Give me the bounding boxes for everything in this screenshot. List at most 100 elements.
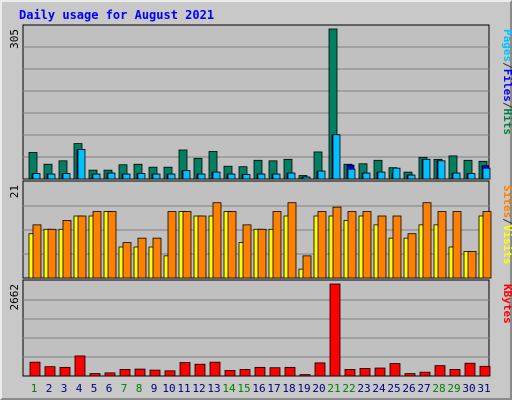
- x-tick-label: 6: [106, 382, 113, 395]
- x-tick-label: 25: [387, 382, 400, 395]
- bar-sites: [92, 211, 102, 279]
- bar-kbytes: [479, 365, 491, 377]
- x-tick-label: 28: [432, 382, 445, 395]
- legend-item: Visits: [501, 225, 512, 265]
- bar-pages: [92, 173, 101, 180]
- bar-sites: [407, 233, 417, 279]
- x-tick-label: 14: [222, 382, 236, 395]
- bar-sites: [452, 211, 462, 279]
- legend-item: Sites: [501, 185, 512, 218]
- legend-item: Files: [501, 69, 512, 102]
- bar-sites: [137, 237, 147, 279]
- chart-title: Daily usage for August 2021: [19, 8, 214, 22]
- bar-pages: [302, 176, 311, 180]
- bar-kbytes: [164, 370, 176, 377]
- legend: KBytes: [501, 284, 512, 324]
- x-tick-label: 30: [462, 382, 475, 395]
- bar-kbytes: [134, 368, 146, 377]
- bar-kbytes: [89, 373, 101, 377]
- x-tick-label: 26: [402, 382, 415, 395]
- y-max-label: 21: [8, 185, 21, 198]
- bar-kbytes: [344, 369, 356, 377]
- bar-sites: [317, 211, 327, 279]
- bar-kbytes: [104, 372, 116, 377]
- x-tick-label: 22: [342, 382, 355, 395]
- bar-sites: [197, 215, 207, 279]
- x-tick-label: 18: [282, 382, 295, 395]
- plot-area: [22, 24, 490, 180]
- x-tick-label: 11: [177, 382, 190, 395]
- x-tick-label: 23: [357, 382, 370, 395]
- bar-kbytes: [329, 283, 341, 377]
- bar-sites: [242, 224, 252, 279]
- legend-item: /: [501, 218, 512, 225]
- bar-kbytes: [299, 374, 311, 377]
- x-tick-label: 10: [162, 382, 175, 395]
- bar-pages: [62, 173, 71, 180]
- bar-sites: [182, 211, 192, 279]
- x-tick-label: 17: [267, 382, 280, 395]
- bar-kbytes: [119, 369, 131, 377]
- bar-pages: [467, 173, 476, 180]
- bar-kbytes: [374, 367, 386, 377]
- bar-pages: [257, 173, 266, 180]
- bar-pages: [107, 172, 116, 180]
- bar-sites: [77, 215, 87, 279]
- bar-sites: [257, 228, 267, 279]
- panel-visits-sites: 21 Sites/Visits: [8, 180, 512, 279]
- bar-pages: [137, 173, 146, 180]
- bar-pages: [482, 167, 491, 180]
- bar-sites: [152, 237, 162, 279]
- x-tick-label: 16: [252, 382, 265, 395]
- bar-pages: [167, 173, 176, 180]
- bar-kbytes: [254, 366, 266, 377]
- bar-pages: [407, 174, 416, 180]
- bar-kbytes: [149, 369, 161, 377]
- legend: Pages/Files/Hits: [501, 29, 512, 135]
- bar-kbytes: [59, 366, 71, 377]
- x-tick-label: 3: [61, 382, 68, 395]
- bar-sites: [362, 211, 372, 279]
- panel-kbytes: 2662 KBytes: [8, 279, 512, 377]
- x-tick-label: 2: [46, 382, 53, 395]
- bar-sites: [47, 228, 57, 279]
- x-tick-label: 27: [417, 382, 430, 395]
- bar-pages: [392, 167, 401, 180]
- bar-sites: [227, 211, 237, 279]
- bar-pages: [422, 158, 431, 180]
- bar-kbytes: [194, 363, 206, 377]
- bar-kbytes: [44, 366, 56, 377]
- x-tick-label: 15: [237, 382, 250, 395]
- x-tick-label: 20: [312, 382, 325, 395]
- y-max-label: 2662: [8, 284, 21, 311]
- bar-pages: [122, 173, 131, 180]
- bar-pages: [437, 160, 446, 180]
- x-tick-label: 24: [372, 382, 386, 395]
- bar-kbytes: [179, 362, 191, 377]
- legend: Sites/Visits: [501, 185, 512, 265]
- bar-kbytes: [419, 371, 431, 377]
- plot-area: [22, 279, 490, 377]
- bar-pages: [362, 172, 371, 180]
- bar-sites: [482, 211, 492, 279]
- x-tick-label: 12: [192, 382, 205, 395]
- bar-sites: [302, 255, 312, 279]
- bar-sites: [332, 206, 342, 279]
- x-tick-label: 19: [297, 382, 310, 395]
- x-tick-label: 31: [477, 382, 490, 395]
- bar-sites: [467, 251, 477, 279]
- bar-kbytes: [284, 366, 296, 377]
- bar-pages: [47, 173, 56, 180]
- x-tick-label: 9: [151, 382, 158, 395]
- bar-pages: [212, 171, 221, 180]
- bar-kbytes: [209, 361, 221, 377]
- x-tick-label: 13: [207, 382, 220, 395]
- x-tick-label: 7: [121, 382, 128, 395]
- bar-sites: [377, 215, 387, 279]
- x-tick-label: 8: [136, 382, 143, 395]
- bar-sites: [107, 211, 117, 279]
- x-axis-labels: 1 2 3 4 5 6 7 8 9 10 11 12 13 14 15 16 17 18 19 20 21 22 23 24 2…: [31, 382, 491, 395]
- bar-pages: [317, 170, 326, 180]
